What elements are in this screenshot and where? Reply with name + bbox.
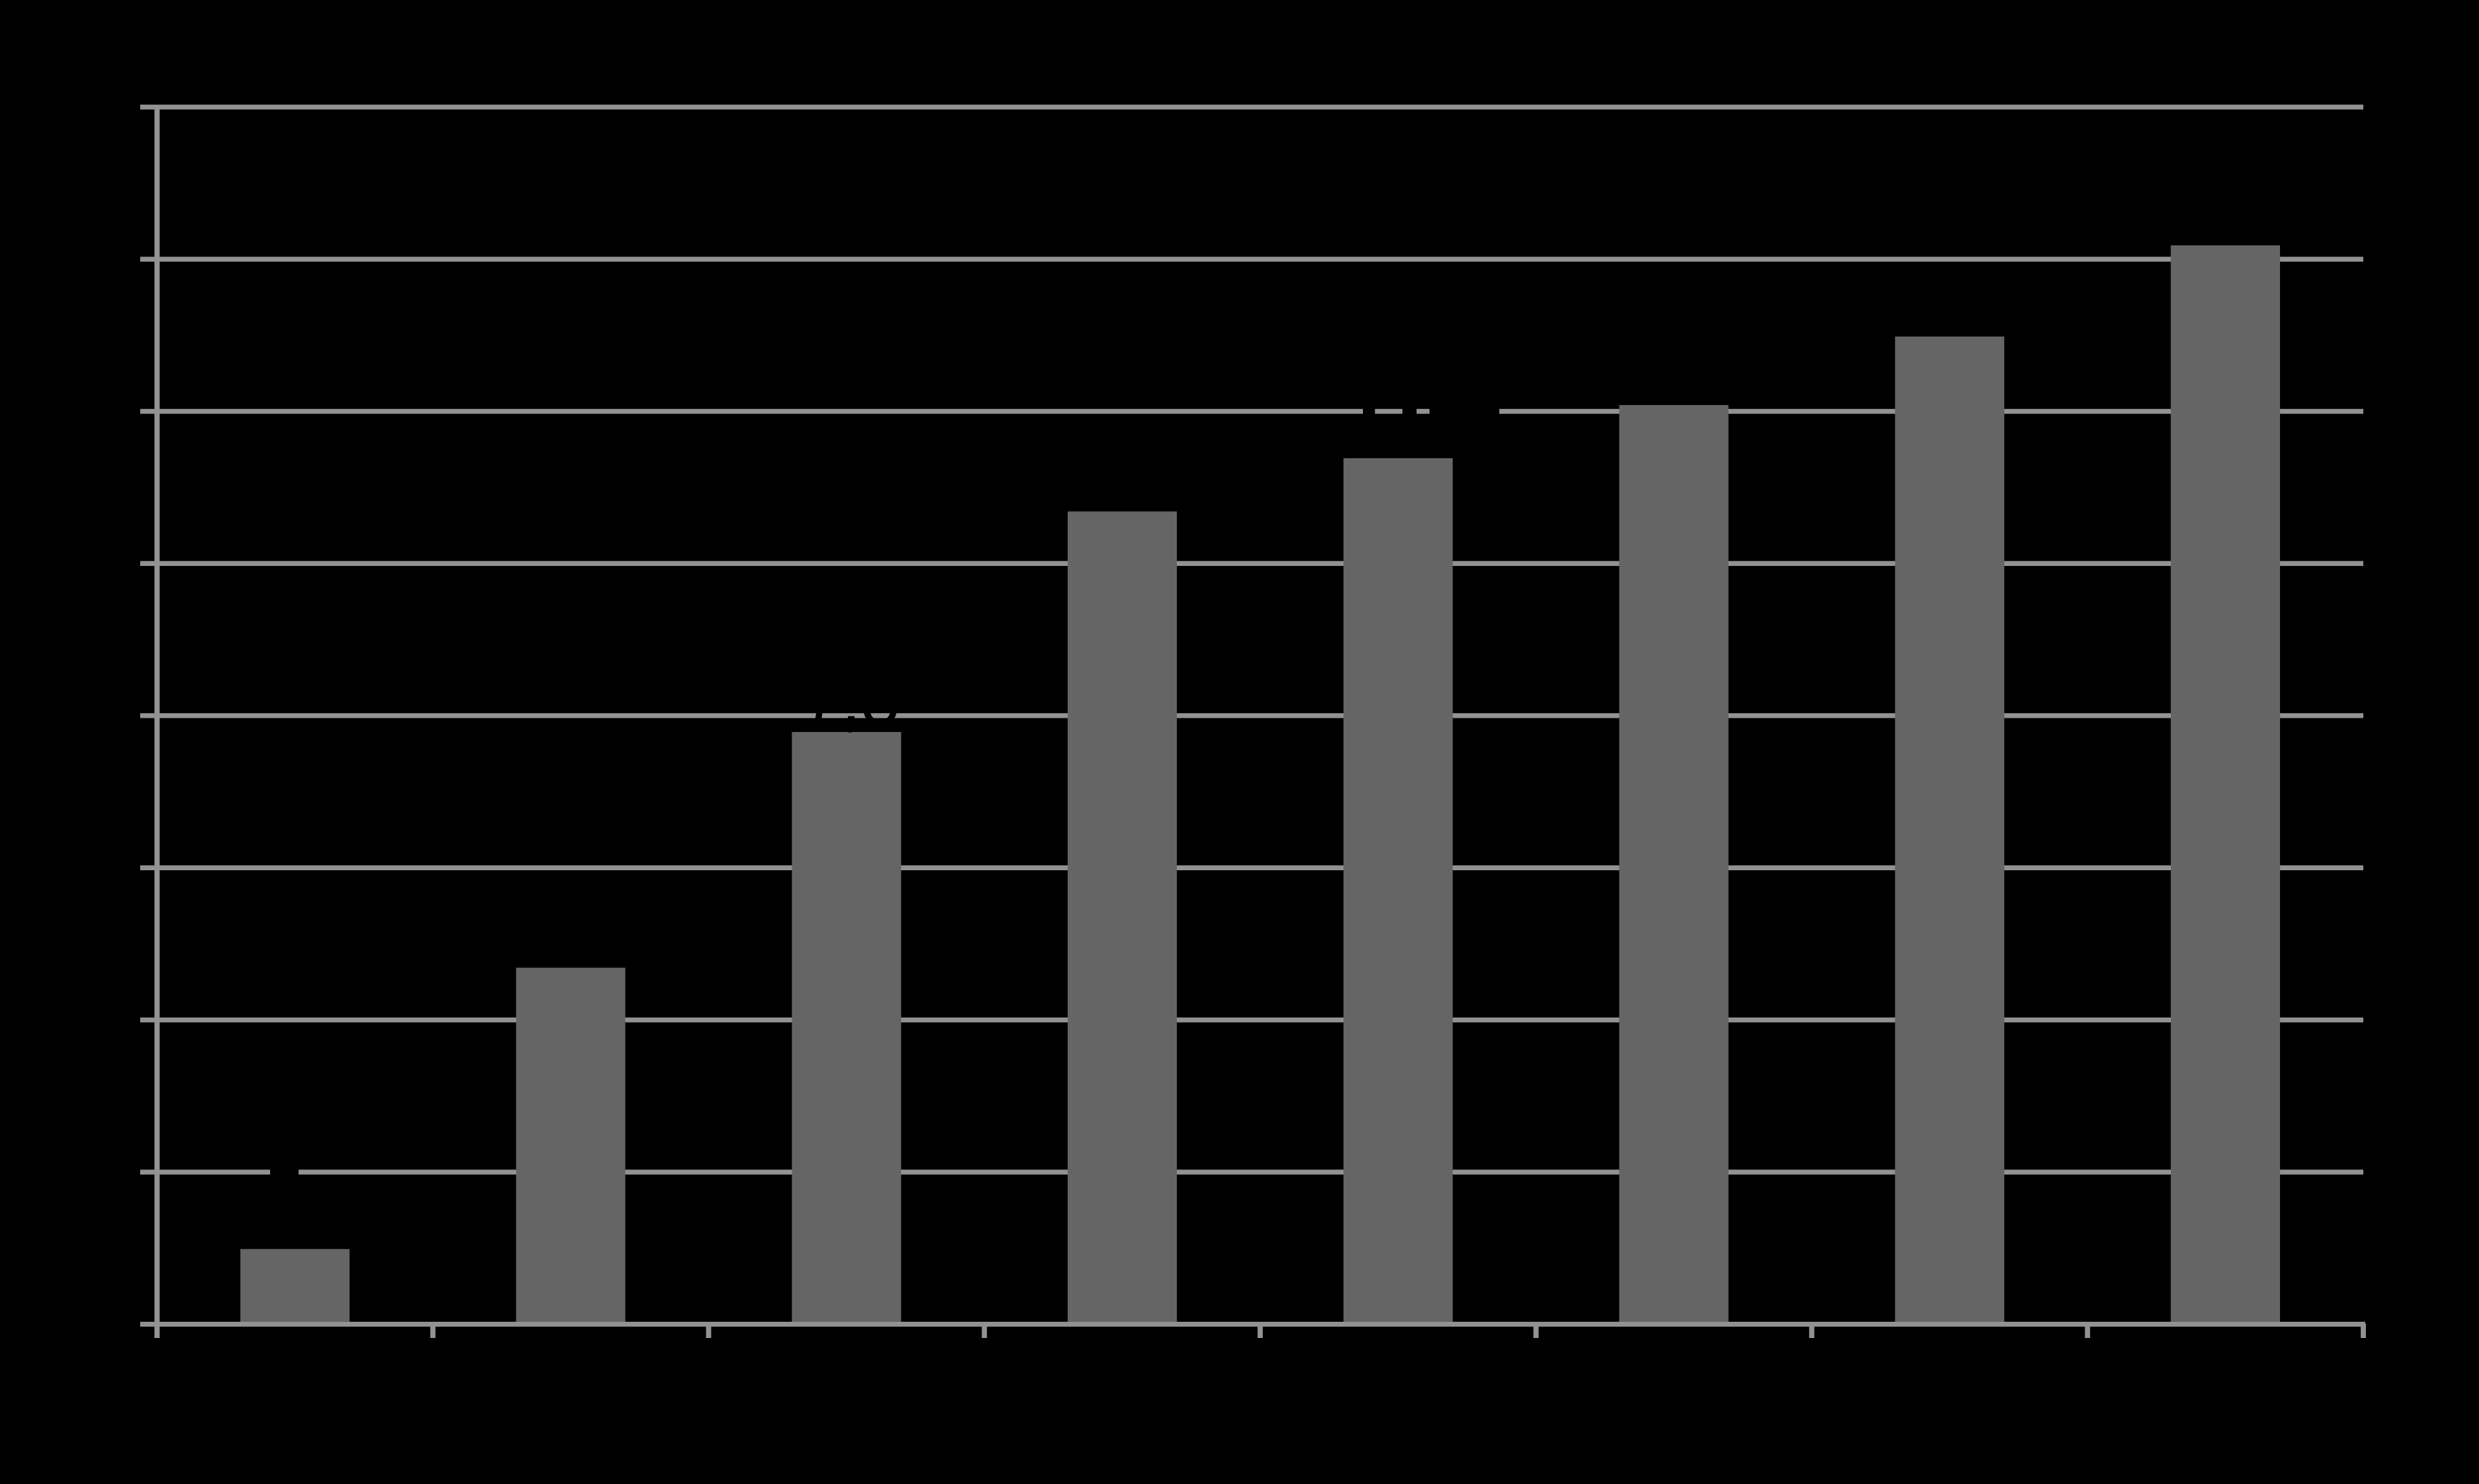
svg-text:0: 0 (61, 1291, 94, 1356)
svg-text:14: 14 (29, 227, 94, 291)
svg-text:6: 6 (61, 835, 94, 900)
svg-text:14,2: 14,2 (2165, 154, 2301, 233)
svg-text:16: 16 (29, 74, 94, 139)
svg-text:4,7: 4,7 (525, 880, 622, 958)
svg-text:AGOS: AGOS (1050, 1352, 1174, 1412)
svg-text:NOVEMBRO: NOVEMBRO (1890, 1352, 2139, 1412)
svg-text:10,7: 10,7 (1054, 434, 1190, 512)
svg-text:MAI: MAI (255, 1352, 323, 1412)
svg-text:2: 2 (61, 1140, 94, 1204)
svg-text:10: 10 (29, 531, 94, 596)
svg-text:SETEMBRO: SETEMBRO (1306, 1352, 1545, 1412)
svg-text:OUTUBRO: OUTUBRO (1605, 1352, 1813, 1412)
svg-text:7,8: 7,8 (803, 660, 900, 738)
svg-text:12: 12 (29, 379, 94, 443)
svg-text:JUN: JUN (504, 1352, 591, 1412)
svg-text:13,0: 13,0 (1875, 258, 2011, 337)
svg-text:8: 8 (61, 683, 94, 747)
svg-text:4: 4 (61, 987, 94, 1052)
svg-text:12,1: 12,1 (1590, 308, 1725, 386)
svg-text:11,4: 11,4 (1351, 362, 1482, 440)
svg-text:JUL: JUL (792, 1352, 866, 1412)
